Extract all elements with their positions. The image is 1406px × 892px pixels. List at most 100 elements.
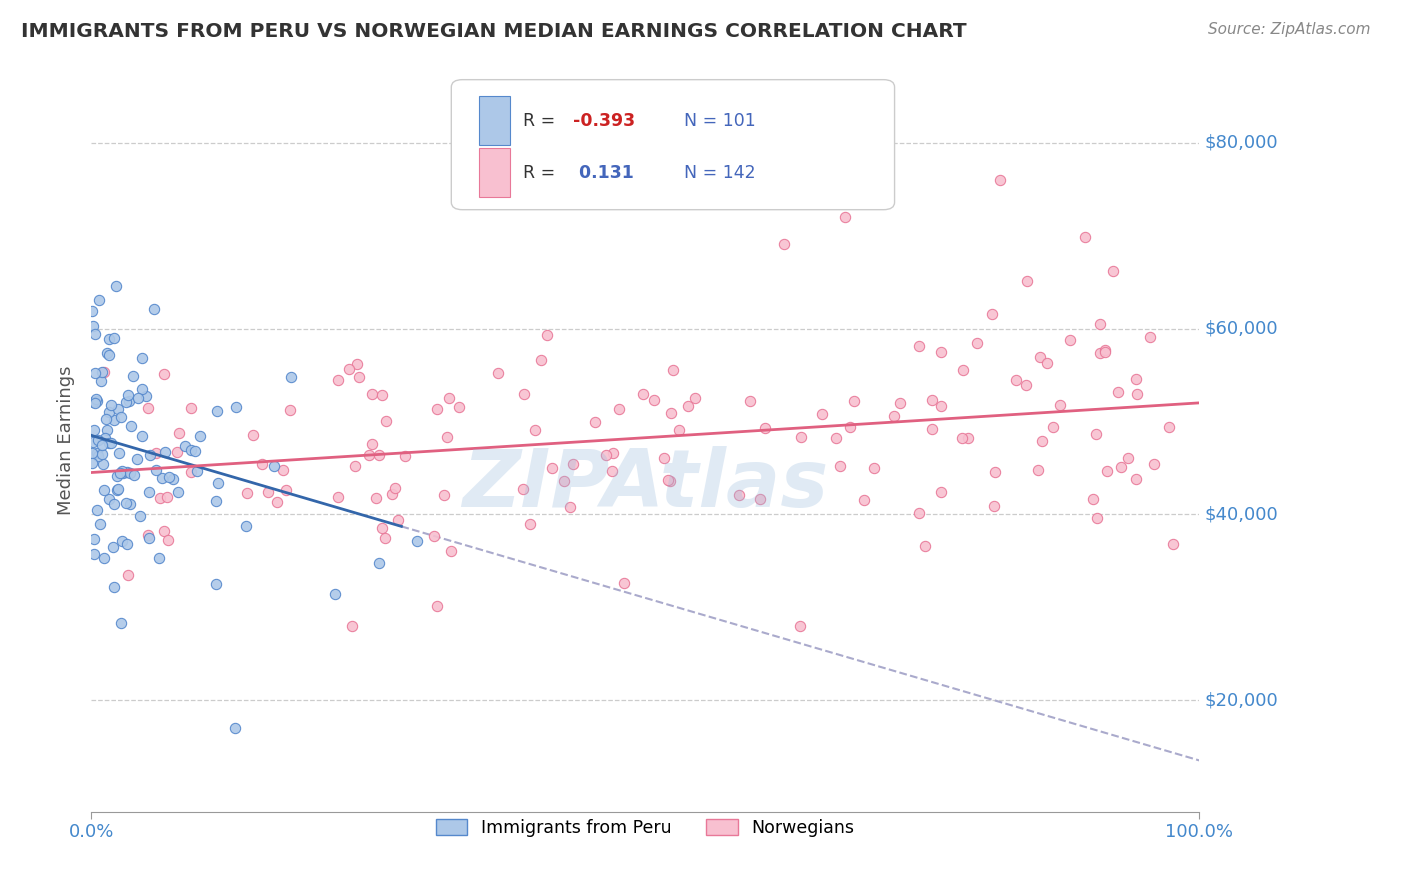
Point [110,409,132,424]
Point [984,465,1007,479]
Point [558,500,581,515]
Point [1029,350,1052,364]
Text: -0.393: -0.393 [574,112,636,129]
Point [929,344,952,359]
Point [256,484,278,499]
Point [96,411,118,425]
Point [595,448,617,462]
Point [1088,317,1111,331]
Point [343,459,366,474]
Point [82,446,104,460]
Text: ZIPAtlas: ZIPAtlas [463,446,828,524]
Point [828,459,851,474]
Point [1094,343,1116,357]
Text: 0.131: 0.131 [574,163,634,182]
Point [103,580,125,594]
Point [839,420,862,434]
Text: $60,000: $60,000 [1205,319,1278,337]
Point [426,599,449,613]
Point [600,463,623,477]
Point [131,382,153,396]
Point [394,449,416,463]
Point [87,450,110,464]
Point [440,544,463,558]
Point [118,394,141,409]
Point [405,533,427,548]
Point [883,409,905,424]
Point [553,474,575,488]
Point [1015,274,1038,288]
Point [103,497,125,511]
Point [82,303,104,318]
Point [107,402,129,417]
Point [98,405,121,419]
Point [387,513,409,527]
Point [381,487,404,501]
Point [84,326,107,341]
Point [488,366,510,380]
Point [93,483,115,497]
Point [908,506,931,520]
Point [433,488,456,502]
Point [981,307,1004,321]
Point [153,367,176,381]
Point [513,387,536,401]
Point [1143,457,1166,471]
Point [374,532,396,546]
Point [131,351,153,365]
Point [523,423,546,437]
Point [91,438,114,452]
Point [114,496,136,510]
Point [676,399,699,413]
Point [138,531,160,545]
Point [152,524,174,538]
Point [83,532,105,546]
Point [110,616,132,631]
Bar [479,148,510,197]
Point [1085,427,1108,442]
Point [280,370,302,384]
Point [323,587,346,601]
Point [1015,377,1038,392]
Point [90,374,112,388]
Point [84,366,107,380]
Point [83,424,105,438]
Point [188,429,211,443]
Point [162,472,184,486]
Text: R =: R = [523,163,561,182]
Point [98,491,121,506]
Point [1094,345,1116,359]
Point [82,319,104,334]
Point [929,485,952,500]
Point [328,373,350,387]
Point [530,352,553,367]
Point [100,398,122,412]
Point [83,547,105,561]
Point [384,481,406,495]
Point [103,331,125,345]
Point [82,435,104,450]
Point [1125,372,1147,386]
Point [546,136,568,150]
Point [1107,384,1129,399]
Point [347,369,370,384]
Point [110,466,132,480]
Point [117,568,139,582]
Point [375,414,398,428]
Point [908,339,931,353]
Point [82,395,104,409]
Point [337,362,360,376]
Point [773,236,796,251]
Point [728,488,751,502]
Point [166,485,188,500]
Point [738,394,761,409]
Legend: Immigrants from Peru, Norwegians: Immigrants from Peru, Norwegians [429,812,862,844]
Y-axis label: Median Earnings: Median Earnings [58,365,75,515]
Point [436,430,458,444]
Point [437,391,460,405]
Point [1157,419,1180,434]
FancyBboxPatch shape [451,79,894,210]
Point [86,503,108,517]
Point [224,721,246,735]
Point [97,332,120,346]
